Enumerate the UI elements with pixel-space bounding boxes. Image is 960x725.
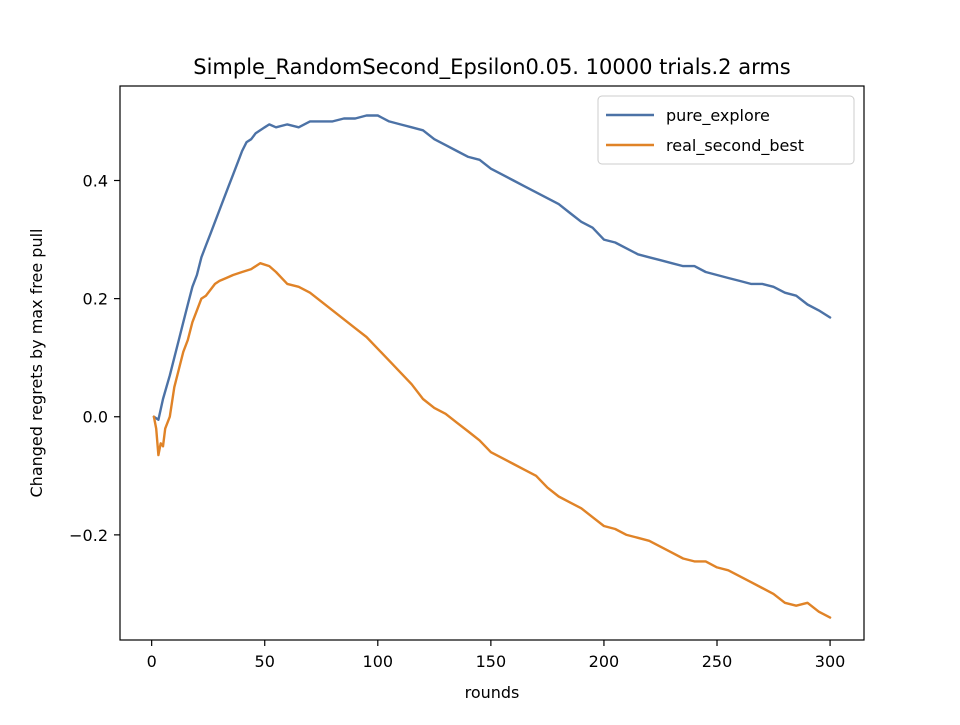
axes-frame (119, 85, 865, 641)
x-tick-label: 50 (255, 652, 275, 671)
y-tick-label: −0.2 (69, 526, 108, 545)
x-tick-label: 0 (147, 652, 157, 671)
y-axis-label: Changed regrets by max free pull (27, 229, 46, 498)
x-tick-label: 300 (815, 652, 846, 671)
x-tick-label: 150 (476, 652, 507, 671)
x-tick-label: 200 (589, 652, 620, 671)
plot-area (152, 114, 832, 619)
legend: pure_explore real_second_best (597, 95, 855, 165)
legend-label-real-second-best: real_second_best (666, 136, 804, 156)
x-tick-label: 100 (363, 652, 394, 671)
x-axis-label: rounds (465, 683, 520, 702)
legend-label-pure-explore: pure_explore (666, 106, 770, 126)
legend-box (597, 95, 855, 165)
series-line-real-second-best (152, 262, 832, 619)
x-tick-label: 250 (702, 652, 733, 671)
series-line-pure-explore (152, 114, 832, 421)
chart-title: Simple_RandomSecond_Epsilon0.05. 10000 t… (193, 55, 790, 80)
y-tick-label: 0.2 (83, 290, 108, 309)
y-axis: −0.2 0.0 0.2 0.4 (69, 171, 120, 545)
y-tick-label: 0.4 (83, 171, 108, 190)
x-axis: 0 50 100 150 200 250 300 (147, 640, 846, 671)
y-tick-label: 0.0 (83, 408, 108, 427)
